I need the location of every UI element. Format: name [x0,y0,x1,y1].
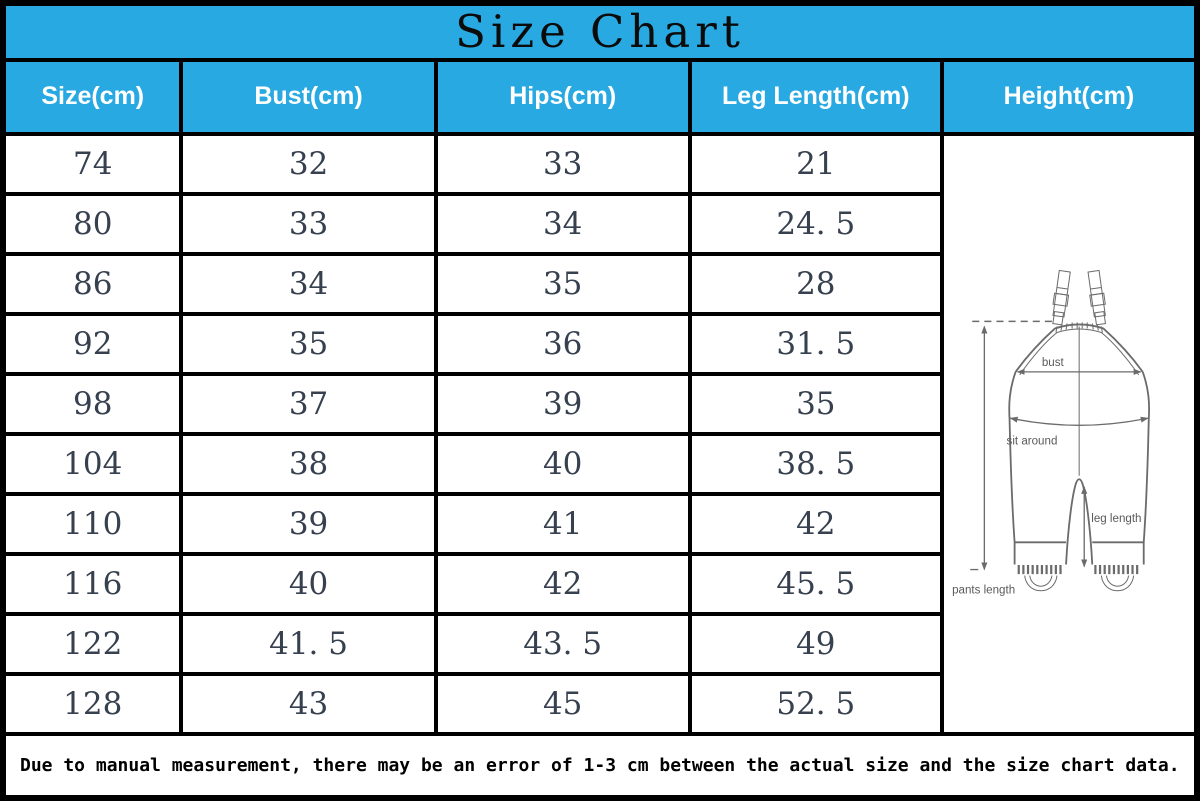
column-header-size: Size(cm) [0,57,184,137]
header-row: Size(cm) Bust(cm) Hips(cm) Leg Length(cm… [0,57,1200,137]
hips-cell: 36 [433,312,692,377]
table-row: 116 40 42 45. 5 [0,552,1197,616]
bust-cell: 40 [179,552,438,616]
bust-cell: 37 [179,372,438,437]
left-strap [1052,270,1071,326]
leg-length-cell: 49 [687,611,944,676]
leg-length-cell: 42 [687,492,944,557]
sit-around-label: sit around [1006,436,1057,448]
size-cell: 98 [0,372,184,437]
crotch-outline [1064,478,1094,565]
page-title: Size Chart [1,1,1199,62]
right-foot-loop [1100,575,1134,592]
right-side-outline [1141,371,1150,565]
table-row: 86 34 35 28 [0,252,1197,317]
size-cell: 110 [0,492,184,557]
bust-cell: 35 [179,312,438,377]
bust-label: bust [1042,357,1065,369]
column-header-hips: Hips(cm) [433,57,692,137]
table-row: 74 32 33 21 [0,132,1200,736]
table-row: 122 41. 5 43. 5 49 [0,611,1197,676]
size-cell: 92 [0,312,184,377]
left-foot-loop-inner [1029,575,1053,587]
leg-length-cell: 52. 5 [687,671,944,737]
column-header-leg-length: Leg Length(cm) [687,57,944,137]
table-row: 92 35 36 31. 5 [0,312,1197,377]
left-side-outline [1008,371,1017,565]
size-cell: 122 [0,611,184,676]
footer-row: Due to manual measurement, there may be … [1,732,1199,800]
bust-cell: 32 [179,132,438,197]
sit-around-arrow [1009,416,1149,427]
hips-cell: 41 [433,492,692,557]
hips-cell: 43. 5 [433,611,692,676]
height-diagram-cell: bust sit around leg length pants length [939,132,1200,736]
table-row: 110 39 41 42 [0,492,1197,557]
leg-length-label: leg length [1091,513,1141,525]
measurement-disclaimer: Due to manual measurement, there may be … [1,732,1199,800]
overalls-measurement-diagram-icon: bust sit around leg length pants length [952,270,1150,597]
bust-cell: 41. 5 [179,611,438,676]
column-header-height: Height(cm) [939,57,1200,137]
size-cell: 128 [0,671,184,737]
bib-top-hatching [1055,322,1103,333]
left-foot-loop [1024,575,1058,592]
bust-cell: 38 [179,432,438,497]
leg-length-cell: 45. 5 [687,552,944,616]
leg-length-cell: 24. 5 [687,192,944,257]
hips-cell: 33 [433,132,692,197]
hips-cell: 40 [433,432,692,497]
bust-cell: 43 [179,671,438,737]
table-row: 98 37 39 35 [0,372,1197,437]
right-foot-loop-inner [1105,575,1129,587]
leg-length-cell: 21 [687,132,944,197]
size-cell: 74 [0,132,184,197]
table-row: 128 43 45 52. 5 [0,671,1197,737]
pants-length-label: pants length [952,585,1015,597]
hips-cell: 45 [433,671,692,737]
bust-cell: 39 [179,492,438,557]
right-strap [1087,270,1106,326]
size-cell: 104 [0,432,184,497]
table-row: 104 38 40 38. 5 [0,432,1197,497]
column-header-bust: Bust(cm) [179,57,438,137]
hips-cell: 35 [433,252,692,317]
leg-length-cell: 38. 5 [687,432,944,497]
leg-length-cell: 28 [687,252,944,317]
leg-length-cell: 35 [687,372,944,437]
table-row: 80 33 34 24. 5 [0,192,1197,257]
size-cell: 80 [0,192,184,257]
bust-cell: 34 [179,252,438,317]
leg-length-cell: 31. 5 [687,312,944,377]
size-cell: 86 [0,252,184,317]
hips-cell: 34 [433,192,692,257]
title-row: Size Chart [1,1,1199,62]
bib-outline [1014,323,1144,373]
hips-cell: 39 [433,372,692,437]
hips-cell: 42 [433,552,692,616]
size-cell: 116 [0,552,184,616]
bust-cell: 33 [179,192,438,257]
